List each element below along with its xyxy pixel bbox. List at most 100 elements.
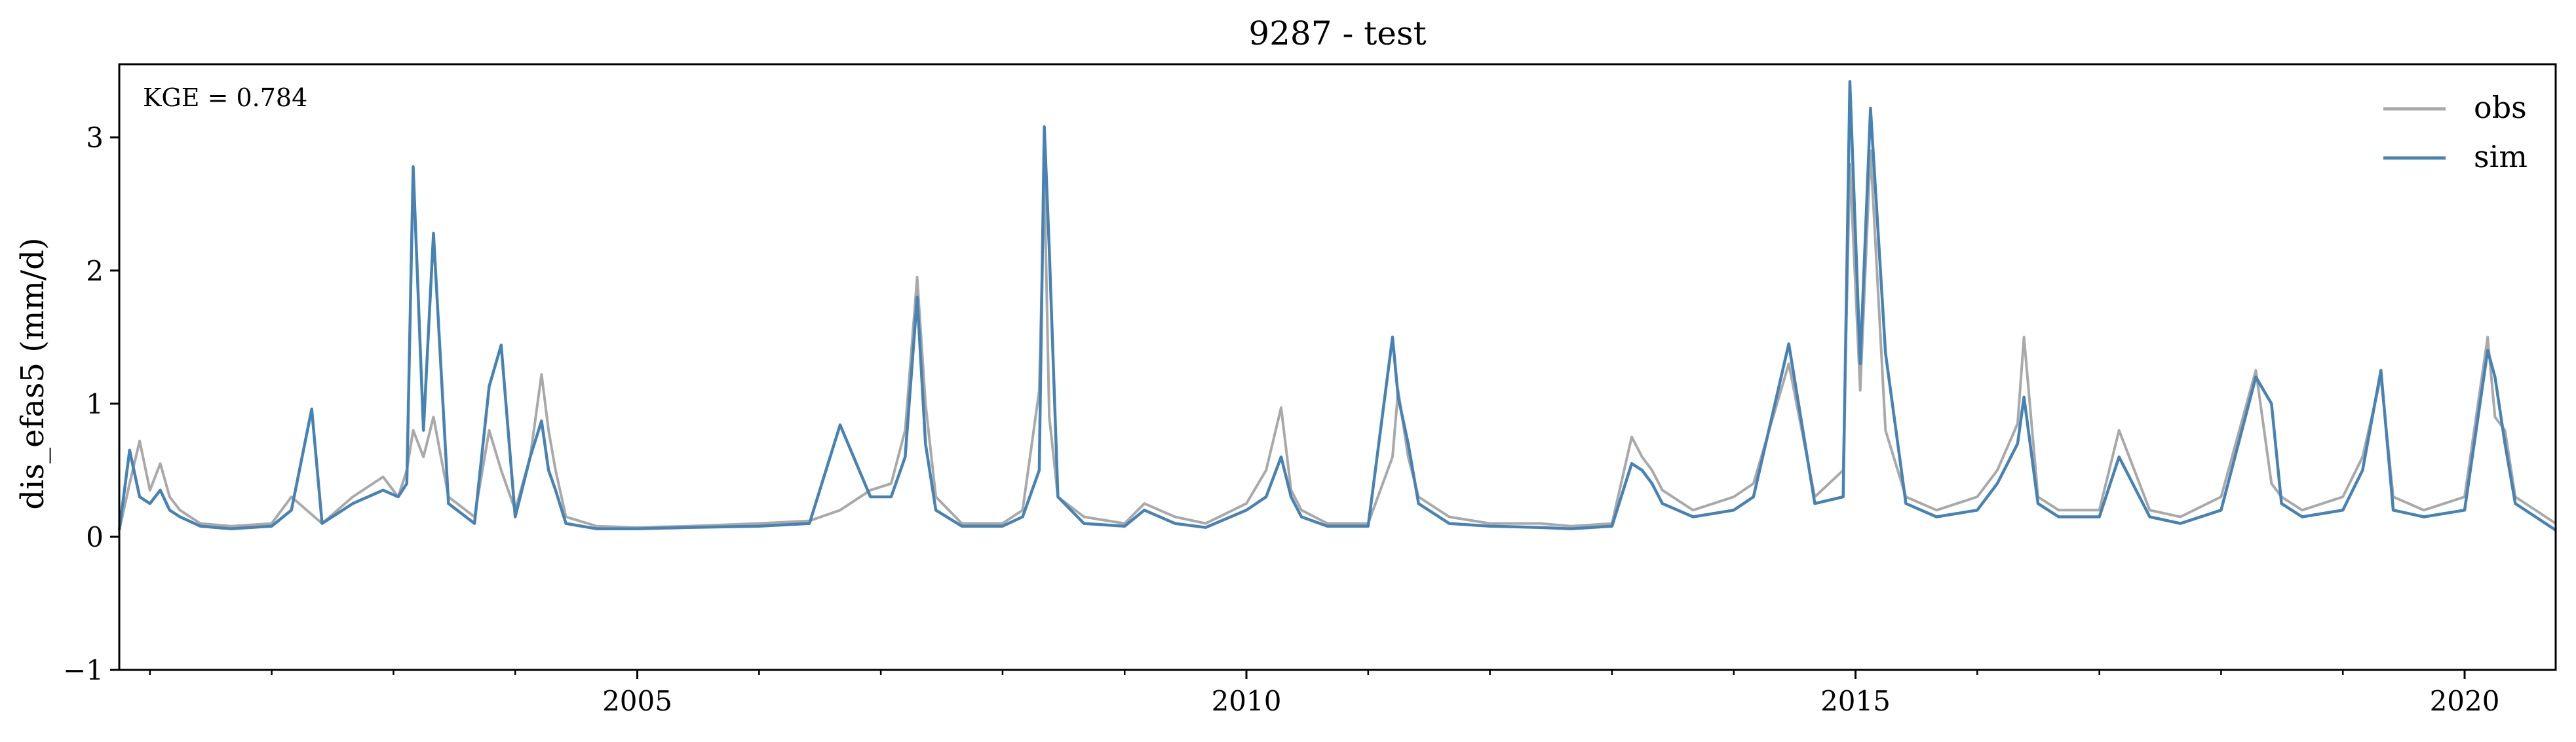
data-point-obs [596, 525, 598, 527]
data-point-obs [839, 509, 841, 511]
data-point-sim [159, 490, 161, 491]
data-point-sim [1368, 525, 1369, 527]
data-point-sim [179, 516, 181, 518]
data-point-sim [541, 420, 543, 421]
data-point-sim [1976, 509, 1978, 511]
data-point-sim [2017, 443, 2018, 444]
data-point-sim [904, 456, 906, 458]
data-point-obs [1205, 522, 1206, 524]
data-point-obs [1936, 509, 1937, 511]
data-point-obs [1885, 429, 1887, 431]
data-point-sim [636, 528, 638, 530]
data-point-sim [1392, 336, 1393, 338]
data-point-obs [1144, 503, 1145, 504]
data-point-obs [352, 496, 354, 498]
data-point-obs [1448, 516, 1450, 518]
data-point-obs [916, 277, 918, 278]
series-layer [117, 80, 2557, 532]
legend-sim-label: sim [2474, 139, 2528, 174]
data-point-obs [1631, 436, 1632, 438]
data-point-sim [2023, 396, 2025, 398]
data-point-sim [169, 509, 170, 511]
data-point-sim [129, 450, 130, 451]
data-point-sim [199, 525, 201, 527]
data-point-sim [271, 525, 273, 527]
data-point-sim [916, 296, 918, 298]
data-point-sim [1326, 525, 1328, 527]
data-point-obs [1997, 469, 1998, 471]
data-point-sim [1642, 469, 1643, 471]
data-point-obs [2504, 429, 2506, 431]
data-point-sim [2504, 443, 2506, 444]
data-point-obs [199, 522, 201, 524]
data-point-sim [149, 503, 151, 504]
x-tick-label: 2020 [2430, 685, 2500, 717]
data-point-sim [1631, 463, 1632, 464]
data-point-sim [2380, 370, 2382, 371]
data-point-obs [2362, 456, 2364, 458]
data-point-obs [2423, 509, 2425, 511]
data-point-sim [1814, 503, 1816, 504]
data-point-sim [1489, 525, 1491, 527]
data-point-obs [169, 496, 170, 498]
data-point-sim [2342, 509, 2343, 511]
data-point-obs [2149, 509, 2151, 511]
data-point-sim [1290, 496, 1292, 498]
data-point-sim [1039, 469, 1040, 471]
data-point-sim [555, 490, 556, 491]
x-axis: 2005 2010 2015 2020 [149, 670, 2500, 717]
data-point-sim [423, 429, 424, 431]
data-point-obs [433, 416, 434, 418]
data-point-obs [1662, 490, 1663, 491]
data-point-sim [2149, 516, 2151, 518]
data-point-obs [159, 463, 161, 464]
data-point-obs [412, 429, 414, 431]
data-point-sim [406, 482, 408, 484]
data-point-obs [2220, 496, 2222, 498]
data-point-sim [2271, 403, 2273, 404]
data-point-sim [891, 496, 892, 498]
data-point-obs [548, 429, 549, 431]
data-point-sim [2494, 376, 2496, 378]
data-point-sim [501, 344, 502, 346]
data-point-sim [1124, 525, 1125, 527]
data-point-obs [758, 522, 760, 524]
data-point-obs [1408, 456, 1409, 458]
data-point-sim [1571, 528, 1572, 530]
chart-title: 9287 - test [1248, 14, 1426, 52]
legend-obs-label: obs [2474, 90, 2527, 125]
data-point-sim [1611, 525, 1613, 527]
data-point-obs [423, 456, 424, 458]
data-point-obs [1976, 496, 1978, 498]
data-point-obs [1392, 456, 1393, 458]
data-point-obs [1326, 522, 1328, 524]
data-point-sim [230, 528, 232, 530]
data-point-obs [1301, 509, 1302, 511]
data-point-sim [565, 522, 567, 524]
data-point-sim [2255, 376, 2257, 378]
y-axis-label: dis_efas5 (mm/d) [14, 237, 51, 509]
y-tick-label: 2 [86, 255, 104, 287]
data-point-obs [961, 522, 963, 524]
data-point-obs [501, 469, 502, 471]
data-point-sim [1083, 522, 1085, 524]
data-point-obs [1642, 456, 1643, 458]
data-point-obs [541, 374, 543, 375]
data-point-obs [290, 496, 292, 498]
data-point-sim [1885, 352, 1887, 354]
legend: obs sim [2383, 90, 2528, 174]
data-point-sim [687, 526, 689, 528]
data-point-sim [474, 522, 475, 524]
data-point-sim [1733, 509, 1735, 511]
data-point-obs [2058, 509, 2060, 511]
data-point-sim [1859, 363, 1861, 364]
data-point-sim [352, 503, 354, 504]
data-point-sim [1849, 81, 1851, 83]
data-point-sim [2280, 503, 2282, 504]
data-point-sim [1002, 525, 1003, 527]
plot-area [117, 63, 2557, 671]
data-point-sim [1905, 503, 1907, 504]
data-point-obs [2464, 496, 2465, 498]
data-point-obs [1265, 469, 1267, 471]
